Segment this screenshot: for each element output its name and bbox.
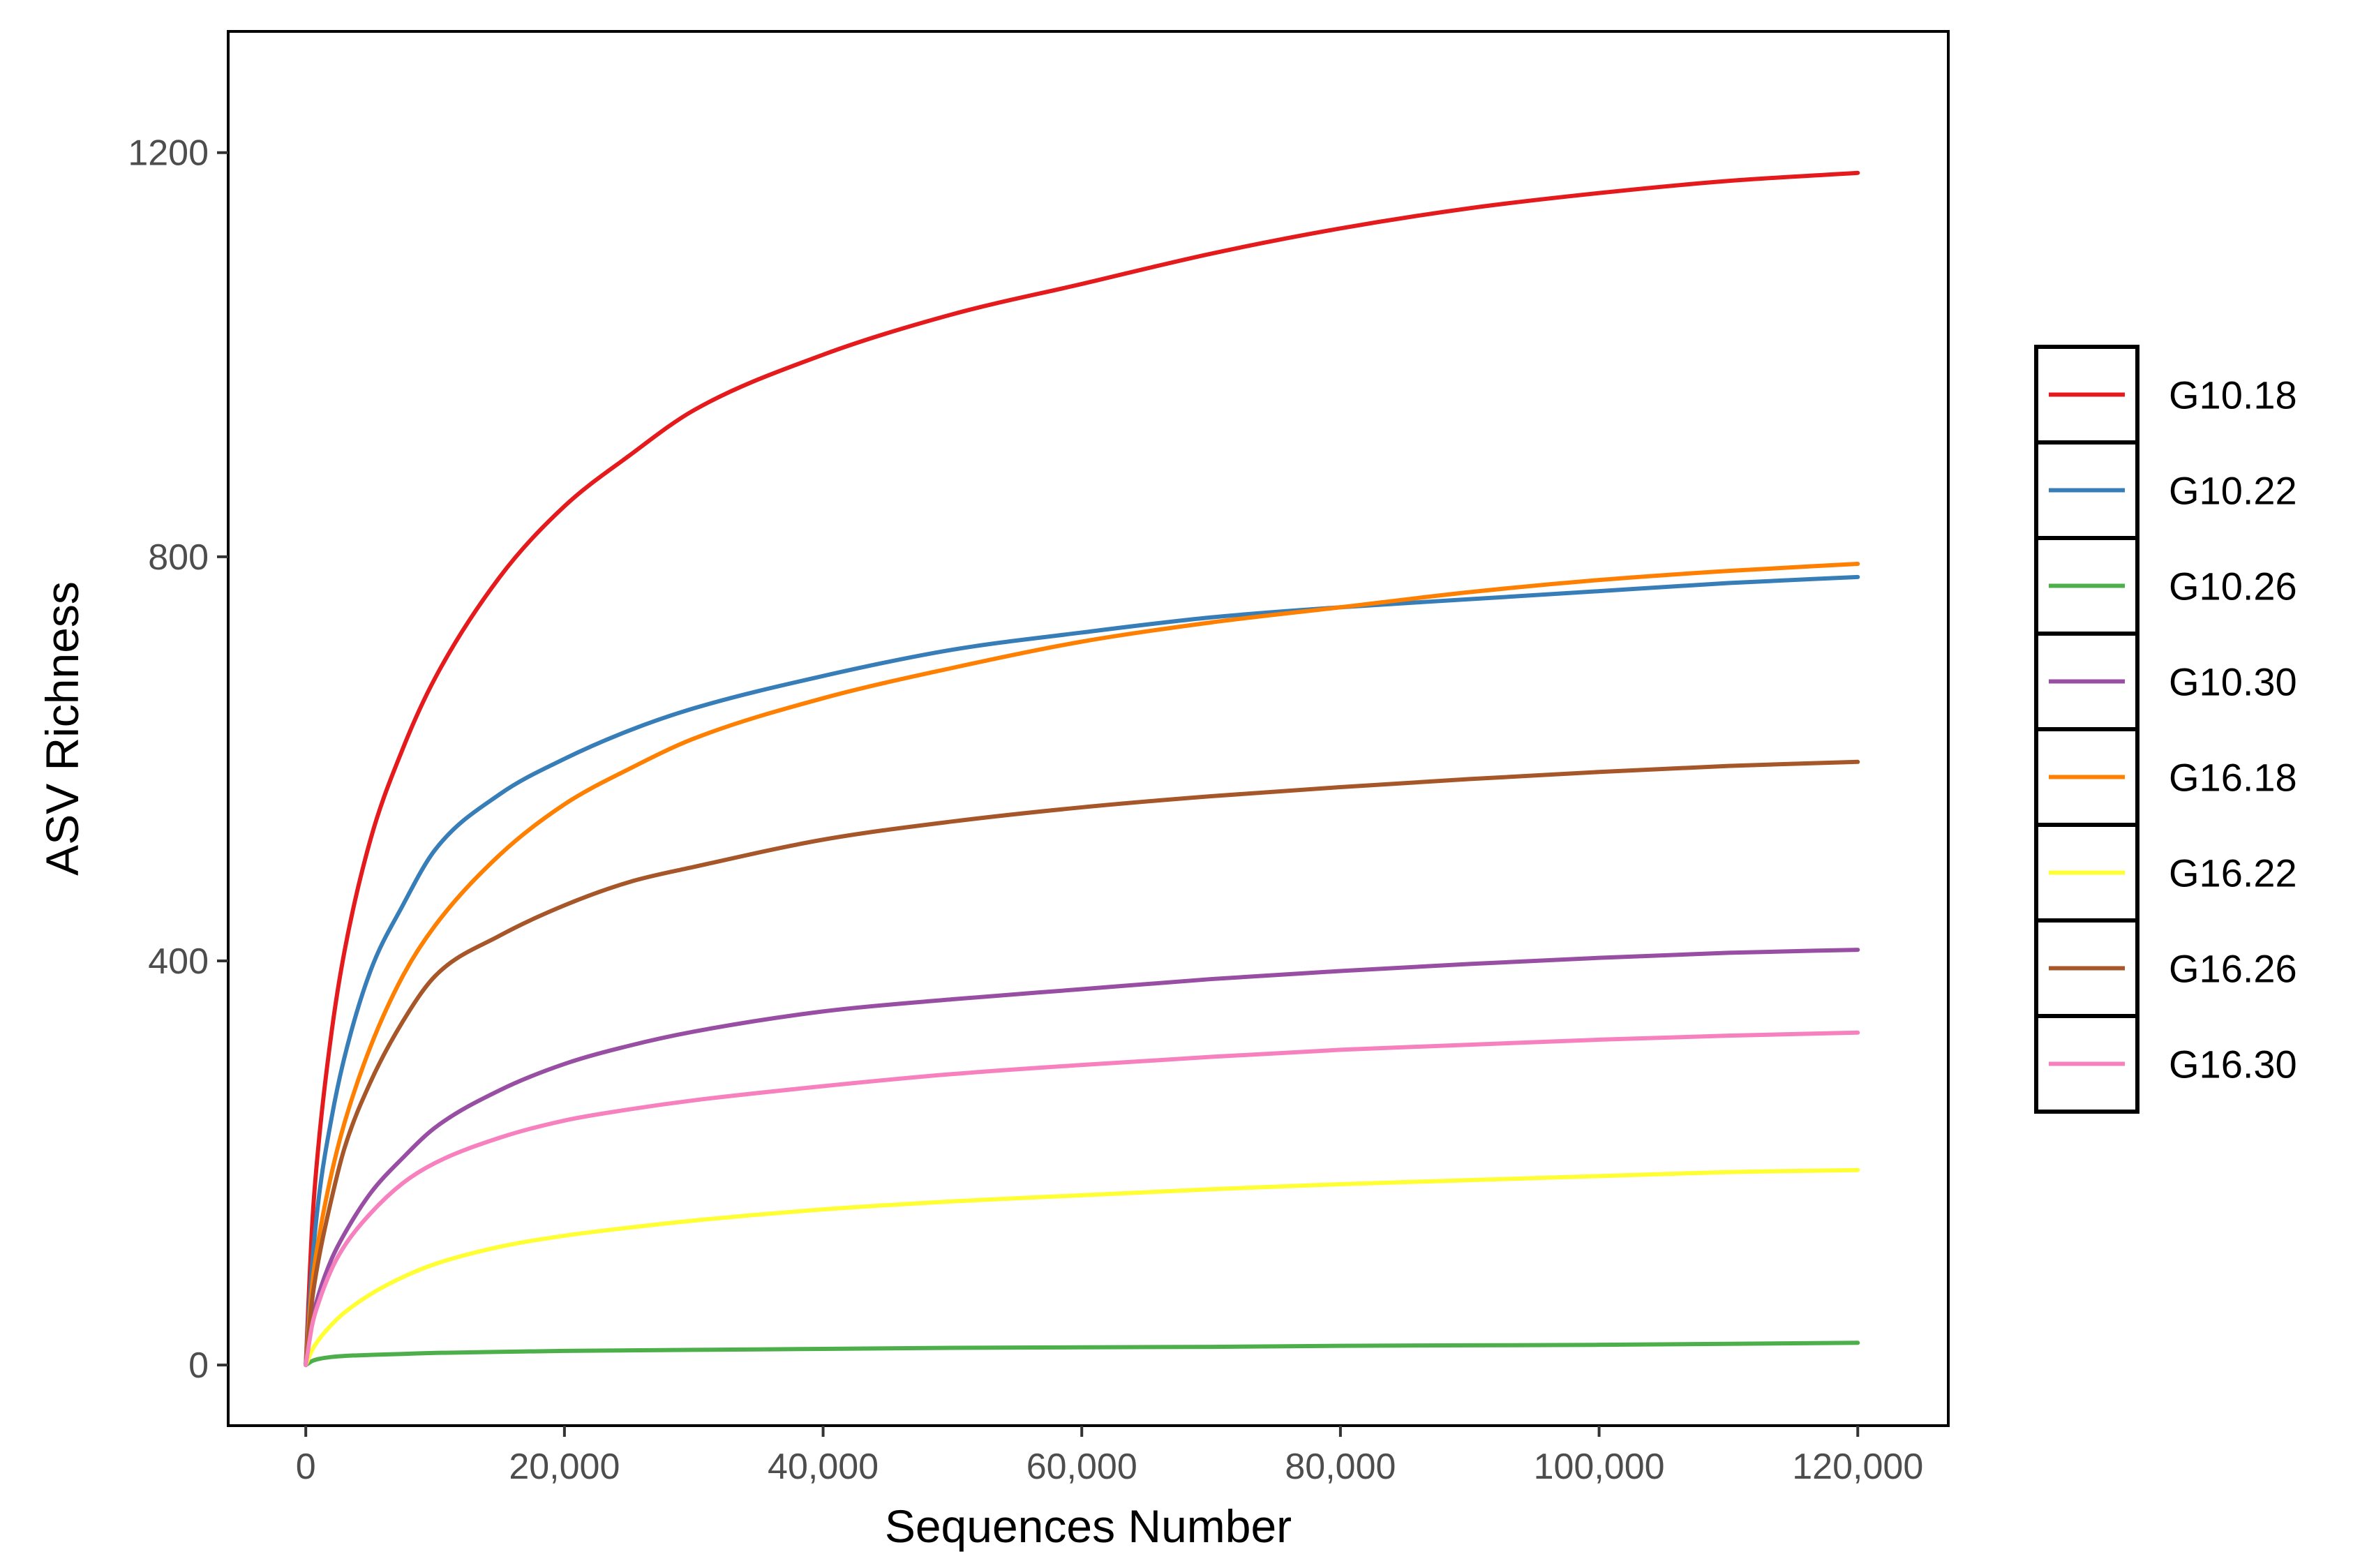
legend: G10.18 G10.22 G10.26 G10.30 G16.18 G16.22 G16.… [2034, 345, 2297, 1114]
legend-label-g16-22: G16.22 [2169, 851, 2297, 895]
series-line-g16-30 [304, 1030, 1860, 1368]
series-line-g10-22 [304, 574, 1860, 1368]
y-axis-title: ASV Richness [36, 581, 88, 876]
plot-border [227, 30, 1950, 1427]
x-tick-label: 20,000 [509, 1447, 620, 1487]
series-line-g16-22 [304, 1167, 1860, 1368]
legend-key-g16-30 [2034, 1014, 2139, 1114]
legend-label-g10-18: G10.18 [2169, 373, 2297, 417]
y-tick-label: 1200 [128, 133, 209, 174]
x-tick-label: 0 [296, 1447, 316, 1487]
y-tick-label: 0 [188, 1345, 209, 1386]
x-axis-title: Sequences Number [885, 1500, 1292, 1552]
legend-label-g10-26: G10.26 [2169, 565, 2297, 608]
series-layer [304, 170, 1860, 1368]
legend-label-g10-22: G10.22 [2169, 469, 2297, 513]
y-tick-label: 800 [148, 537, 209, 578]
x-tick-label: 80,000 [1285, 1447, 1396, 1487]
series-line-g10-30 [304, 948, 1860, 1368]
y-tick-label: 400 [148, 941, 209, 982]
x-tick-label: 60,000 [1026, 1447, 1137, 1487]
x-tick-label: 40,000 [768, 1447, 879, 1487]
legend-label-g16-18: G16.18 [2169, 756, 2297, 800]
series-line-g10-26 [304, 1341, 1860, 1368]
series-line-g10-18 [304, 170, 1860, 1368]
axes-layer: 0 20,000 40,000 60,000 80,000 100,000 120,000 0… [128, 30, 1950, 1487]
x-tick-label: 100,000 [1534, 1447, 1665, 1487]
series-line-g16-18 [304, 562, 1860, 1368]
legend-label-g10-30: G10.30 [2169, 660, 2297, 704]
x-tick-label: 120,000 [1792, 1447, 1923, 1487]
legend-label-g16-30: G16.30 [2169, 1043, 2297, 1087]
series-line-g16-26 [304, 759, 1860, 1368]
legend-label-g16-26: G16.26 [2169, 947, 2297, 991]
